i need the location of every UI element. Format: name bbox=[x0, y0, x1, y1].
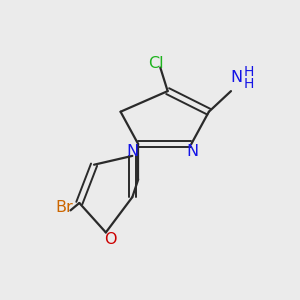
Text: H: H bbox=[244, 65, 254, 79]
Text: N: N bbox=[126, 144, 138, 159]
Text: N: N bbox=[231, 70, 243, 86]
Text: H: H bbox=[244, 77, 254, 91]
Text: Cl: Cl bbox=[148, 56, 164, 70]
Text: Br: Br bbox=[56, 200, 74, 215]
Text: N: N bbox=[187, 144, 199, 159]
Text: O: O bbox=[104, 232, 116, 247]
